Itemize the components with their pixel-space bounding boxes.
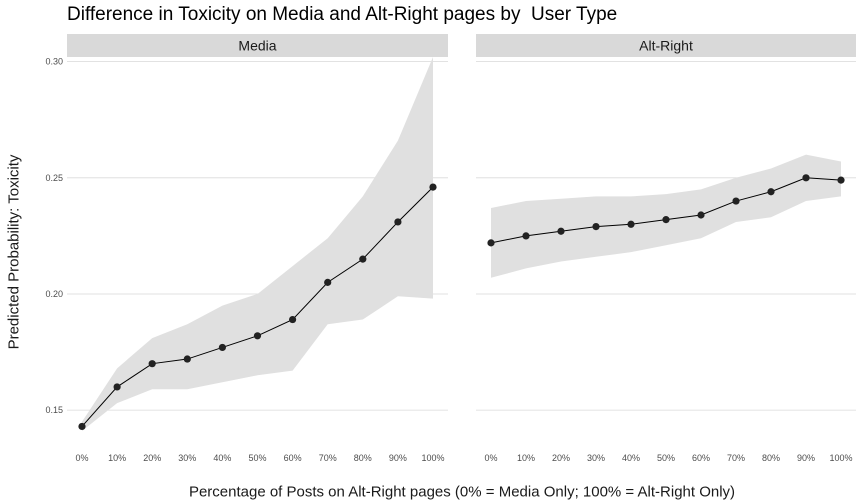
data-point [837,176,845,184]
facet-strip [476,34,856,57]
data-point [324,278,332,286]
x-tick-label: 100% [829,453,852,463]
data-point [557,227,565,235]
y-tick-label: 0.25 [45,173,63,183]
data-point [697,211,705,219]
data-point [359,255,367,263]
confidence-ribbon [82,57,433,432]
x-tick-label: 0% [75,453,88,463]
x-tick-label: 50% [657,453,675,463]
data-point [148,360,156,368]
x-tick-label: 60% [284,453,302,463]
x-tick-label: 20% [552,453,570,463]
data-point [487,239,495,247]
data-point [767,188,775,196]
facet-strip [67,34,448,57]
x-axis-label: Percentage of Posts on Alt-Right pages (… [188,483,736,501]
x-tick-label: 30% [587,453,605,463]
data-point [253,332,262,340]
data-point [522,232,530,240]
x-tick-label: 30% [178,453,196,463]
x-tick-label: 90% [797,453,815,463]
y-tick-label: 0.30 [45,57,63,67]
data-point [802,174,810,182]
data-point [78,422,86,431]
data-point [662,216,670,224]
data-point [627,220,635,228]
facet-strip-label: Alt-Right [639,38,693,54]
data-point [732,197,740,205]
facet-strip-label: Media [238,38,276,54]
x-tick-label: 40% [213,453,231,463]
data-point [394,218,402,226]
data-point [113,383,121,391]
data-point [218,343,226,352]
data-point [592,223,600,231]
x-tick-label: 40% [622,453,640,463]
y-tick-label: 0.20 [45,289,63,299]
x-tick-label: 60% [692,453,710,463]
x-tick-label: 70% [319,453,337,463]
data-point [429,183,437,191]
data-point [289,315,297,324]
x-tick-label: 50% [248,453,266,463]
x-tick-label: 90% [389,453,407,463]
x-tick-label: 10% [517,453,535,463]
x-tick-label: 80% [762,453,780,463]
x-tick-label: 0% [484,453,497,463]
x-tick-label: 70% [727,453,745,463]
chart-title: Difference in Toxicity on Media and Alt-… [67,4,618,25]
x-tick-label: 100% [421,453,444,463]
data-point [183,355,191,363]
x-tick-label: 20% [143,453,161,463]
x-tick-label: 80% [354,453,372,463]
y-tick-label: 0.15 [45,405,63,415]
x-tick-label: 10% [108,453,126,463]
